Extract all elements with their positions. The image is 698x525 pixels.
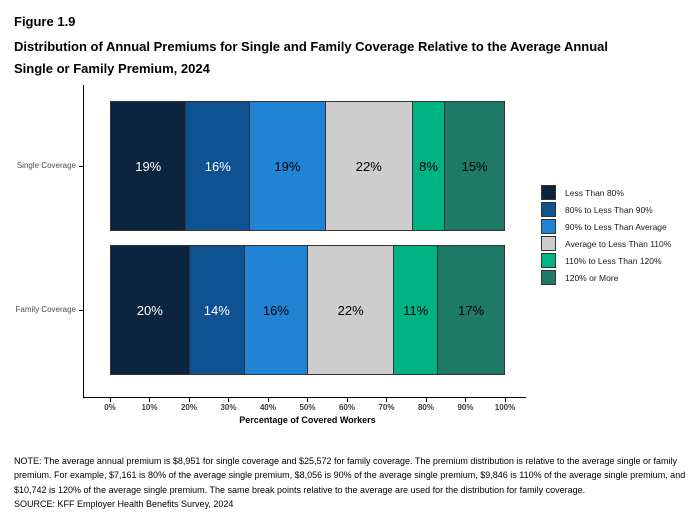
bar-segment-value: 19%: [135, 158, 162, 174]
bar-segment-value: 19%: [274, 158, 301, 174]
y-axis-tick: [79, 166, 83, 167]
notes-block: NOTE: The average annual premium is $8,9…: [14, 454, 688, 512]
x-axis-tick-label: 60%: [338, 403, 355, 412]
legend-label: 110% to Less Than 120%: [565, 255, 662, 266]
legend-label: 80% to Less Than 90%: [565, 204, 653, 215]
legend-item: Average to Less Than 110%: [541, 236, 671, 251]
x-axis-tick: [109, 398, 111, 402]
y-axis-label: Single Coverage: [16, 161, 76, 170]
legend-swatch: [541, 236, 556, 251]
figure-title: Distribution of Annual Premiums for Sing…: [14, 39, 609, 76]
legend-label: 90% to Less Than Average: [565, 221, 667, 232]
legend-swatch: [541, 253, 556, 268]
x-axis-tick: [267, 398, 269, 402]
x-axis-tick-label: 0%: [104, 403, 116, 412]
bar-segment-value: 14%: [203, 302, 230, 318]
legend-item: 110% to Less Than 120%: [541, 253, 671, 268]
bar-segment: 14%: [189, 246, 245, 374]
x-axis-tick: [425, 398, 427, 402]
legend-item: Less Than 80%: [541, 185, 671, 200]
bar-segment: 11%: [394, 246, 439, 374]
bar-segment-value: 16%: [204, 158, 231, 174]
x-axis-tick: [386, 398, 387, 402]
source-text: SOURCE: KFF Employer Health Benefits Sur…: [14, 499, 234, 510]
x-axis-tick: [504, 398, 506, 402]
bar-segment-value: 22%: [355, 158, 382, 174]
y-axis-tick: [79, 310, 83, 311]
bar-segment: 20%: [111, 246, 190, 374]
bar-segment: 16%: [244, 246, 308, 374]
bar-segment-value: 16%: [262, 302, 289, 318]
bar-segment: 17%: [438, 246, 504, 374]
x-axis-tick: [465, 398, 466, 402]
bar-segment-value: 22%: [337, 302, 364, 318]
stacked-bar: 19% 16% 19% 22% 8% 15%: [110, 101, 505, 231]
x-axis-tick-label: 40%: [259, 403, 276, 412]
legend-label: 120% or More: [565, 272, 619, 283]
x-axis-tick: [188, 398, 190, 402]
legend-swatch: [541, 270, 556, 285]
bar-segment-value: 20%: [136, 302, 163, 318]
legend-label: Average to Less Than 110%: [565, 238, 672, 249]
x-axis-tick-label: 90%: [457, 403, 474, 412]
x-axis-tick-label: 30%: [220, 403, 237, 412]
bar-segment: 8%: [412, 102, 446, 230]
bar-segment-value: 8%: [419, 158, 438, 174]
note-text: NOTE: The average annual premium is $8,9…: [14, 456, 686, 495]
bar-segment: 19%: [250, 102, 326, 230]
x-axis-tick-label: 100%: [494, 403, 516, 412]
stacked-bar: 20% 14% 16% 22% 11% 17%: [110, 245, 505, 375]
bar-segment: 15%: [445, 102, 504, 230]
x-axis-tick: [149, 398, 150, 402]
legend: Less Than 80% 80% to Less Than 90% 90% to …: [541, 185, 671, 287]
legend-item: 80% to Less Than 90%: [541, 202, 671, 217]
figure-label: Figure 1.9: [14, 14, 76, 29]
bar-segment-value: 17%: [457, 302, 485, 318]
x-axis-line: [83, 397, 526, 398]
x-axis-tick-label: 50%: [299, 403, 316, 412]
legend-item: 120% or More: [541, 270, 671, 285]
x-axis-tick: [346, 398, 348, 402]
legend-label: Less Than 80%: [565, 187, 624, 198]
x-axis-title: Percentage of Covered Workers: [239, 415, 376, 425]
x-axis-tick-label: 20%: [180, 403, 197, 412]
x-axis-tick: [307, 398, 308, 402]
legend-swatch: [541, 219, 556, 234]
bar-segment: 16%: [186, 102, 251, 230]
x-axis-tick-label: 10%: [141, 403, 158, 412]
bar-segment-value: 11%: [403, 302, 429, 318]
bar-segment: 19%: [111, 102, 187, 230]
bar-segment-value: 15%: [461, 158, 488, 174]
legend-item: 90% to Less Than Average: [541, 219, 671, 234]
x-axis-tick-label: 70%: [378, 403, 395, 412]
y-axis-label: Family Coverage: [15, 305, 76, 314]
bar-segment: 22%: [325, 102, 413, 230]
y-axis-line: [83, 85, 84, 398]
legend-swatch: [541, 202, 556, 217]
x-axis-tick: [228, 398, 229, 402]
bar-segment: 22%: [307, 246, 395, 374]
x-axis-tick-label: 80%: [417, 403, 434, 412]
legend-swatch: [541, 185, 556, 200]
